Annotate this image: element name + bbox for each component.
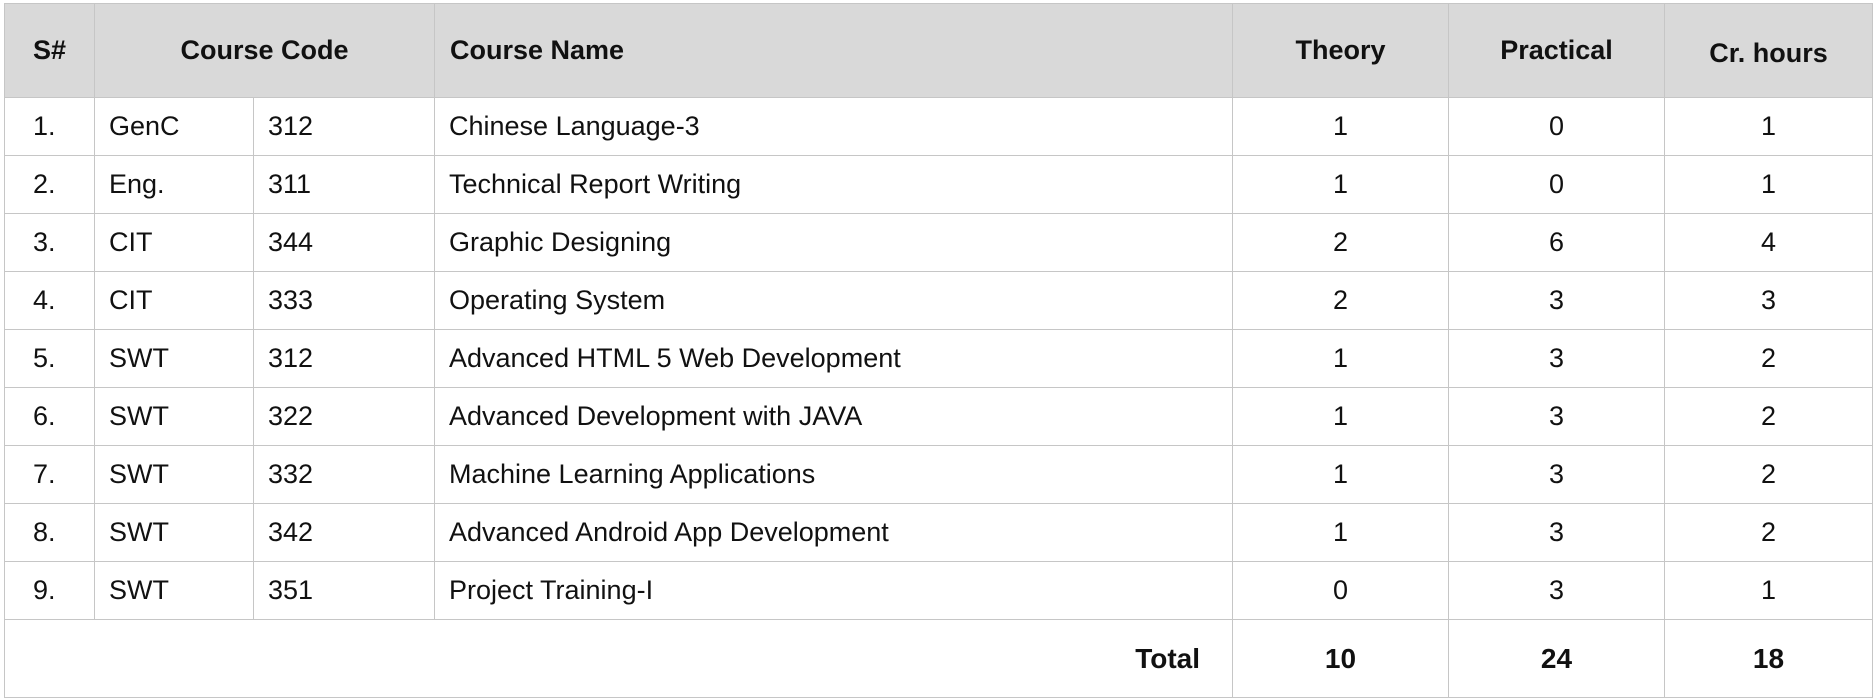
cell-cr-hours: 4	[1664, 213, 1873, 272]
cell-course-name: Project Training-I	[434, 561, 1233, 620]
cell-cr-hours: 2	[1664, 503, 1873, 562]
cell-cr-hours: 2	[1664, 445, 1873, 504]
cell-code: 312	[253, 329, 435, 388]
cell-dept: SWT	[94, 445, 254, 504]
cell-sn: 4.	[4, 271, 95, 330]
cell-sn: 8.	[4, 503, 95, 562]
total-row: Total 10 24 18	[4, 619, 1873, 698]
cell-sn: 5.	[4, 329, 95, 388]
cell-dept: SWT	[94, 503, 254, 562]
cell-theory: 0	[1232, 561, 1449, 620]
cell-practical: 3	[1448, 329, 1665, 388]
cell-dept: GenC	[94, 97, 254, 156]
header-cr-hours: Cr. hours	[1664, 3, 1873, 98]
cell-theory: 2	[1232, 271, 1449, 330]
cell-dept: Eng.	[94, 155, 254, 214]
total-label: Total	[4, 619, 1233, 698]
cell-course-name: Chinese Language-3	[434, 97, 1233, 156]
table-row: 6. SWT 322 Advanced Development with JAVA 1 3…	[4, 387, 1873, 446]
cell-cr-hours: 1	[1664, 561, 1873, 620]
table-body: 1. GenC 312 Chinese Language-3 1 0 1 2. Eng. 311 T…	[4, 97, 1873, 620]
cell-course-name: Advanced Android App Development	[434, 503, 1233, 562]
cell-theory: 1	[1232, 97, 1449, 156]
cell-code: 332	[253, 445, 435, 504]
table-row: 2. Eng. 311 Technical Report Writing 1 0 1	[4, 155, 1873, 214]
cell-theory: 2	[1232, 213, 1449, 272]
cell-practical: 3	[1448, 271, 1665, 330]
cell-code: 312	[253, 97, 435, 156]
cell-dept: SWT	[94, 387, 254, 446]
cell-dept: SWT	[94, 561, 254, 620]
cell-sn: 3.	[4, 213, 95, 272]
cell-dept: CIT	[94, 213, 254, 272]
cell-practical: 3	[1448, 387, 1665, 446]
total-cr-hours: 18	[1664, 619, 1873, 698]
cell-theory: 1	[1232, 445, 1449, 504]
cell-practical: 0	[1448, 97, 1665, 156]
cell-sn: 7.	[4, 445, 95, 504]
cell-code: 311	[253, 155, 435, 214]
cell-sn: 6.	[4, 387, 95, 446]
course-table-container: S# Course Code Course Name Theory Practi…	[4, 3, 1873, 698]
total-practical: 24	[1448, 619, 1665, 698]
cell-dept: SWT	[94, 329, 254, 388]
cell-sn: 2.	[4, 155, 95, 214]
cell-code: 333	[253, 271, 435, 330]
cell-sn: 9.	[4, 561, 95, 620]
table-row: 7. SWT 332 Machine Learning Applications 1 3 2	[4, 445, 1873, 504]
table-row: 5. SWT 312 Advanced HTML 5 Web Development 1…	[4, 329, 1873, 388]
cell-course-name: Machine Learning Applications	[434, 445, 1233, 504]
cell-practical: 0	[1448, 155, 1665, 214]
cell-code: 344	[253, 213, 435, 272]
header-course-name: Course Name	[434, 3, 1233, 98]
total-theory: 10	[1232, 619, 1449, 698]
cell-course-name: Graphic Designing	[434, 213, 1233, 272]
cell-practical: 3	[1448, 503, 1665, 562]
cell-theory: 1	[1232, 387, 1449, 446]
cell-code: 342	[253, 503, 435, 562]
header-sn: S#	[4, 3, 95, 98]
table-row: 8. SWT 342 Advanced Android App Development…	[4, 503, 1873, 562]
header-theory: Theory	[1232, 3, 1449, 98]
cell-code: 322	[253, 387, 435, 446]
cell-theory: 1	[1232, 155, 1449, 214]
table-row: 9. SWT 351 Project Training-I 0 3 1	[4, 561, 1873, 620]
table-row: 4. CIT 333 Operating System 2 3 3	[4, 271, 1873, 330]
cell-theory: 1	[1232, 329, 1449, 388]
cell-course-name: Advanced Development with JAVA	[434, 387, 1233, 446]
header-course-code: Course Code	[94, 3, 435, 98]
course-table: S# Course Code Course Name Theory Practi…	[4, 3, 1873, 698]
cell-cr-hours: 2	[1664, 387, 1873, 446]
table-row: 3. CIT 344 Graphic Designing 2 6 4	[4, 213, 1873, 272]
cell-cr-hours: 1	[1664, 155, 1873, 214]
cell-code: 351	[253, 561, 435, 620]
cell-cr-hours: 3	[1664, 271, 1873, 330]
cell-course-name: Operating System	[434, 271, 1233, 330]
header-practical: Practical	[1448, 3, 1665, 98]
cell-cr-hours: 1	[1664, 97, 1873, 156]
cell-theory: 1	[1232, 503, 1449, 562]
table-row: 1. GenC 312 Chinese Language-3 1 0 1	[4, 97, 1873, 156]
cell-sn: 1.	[4, 97, 95, 156]
cell-dept: CIT	[94, 271, 254, 330]
cell-course-name: Advanced HTML 5 Web Development	[434, 329, 1233, 388]
cell-cr-hours: 2	[1664, 329, 1873, 388]
cell-practical: 6	[1448, 213, 1665, 272]
table-header-row: S# Course Code Course Name Theory Practi…	[4, 3, 1873, 98]
cell-practical: 3	[1448, 445, 1665, 504]
cell-practical: 3	[1448, 561, 1665, 620]
cell-course-name: Technical Report Writing	[434, 155, 1233, 214]
